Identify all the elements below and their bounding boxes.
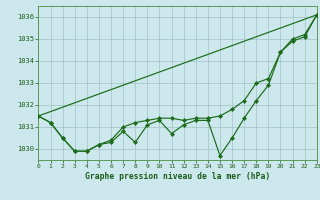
X-axis label: Graphe pression niveau de la mer (hPa): Graphe pression niveau de la mer (hPa): [85, 172, 270, 181]
